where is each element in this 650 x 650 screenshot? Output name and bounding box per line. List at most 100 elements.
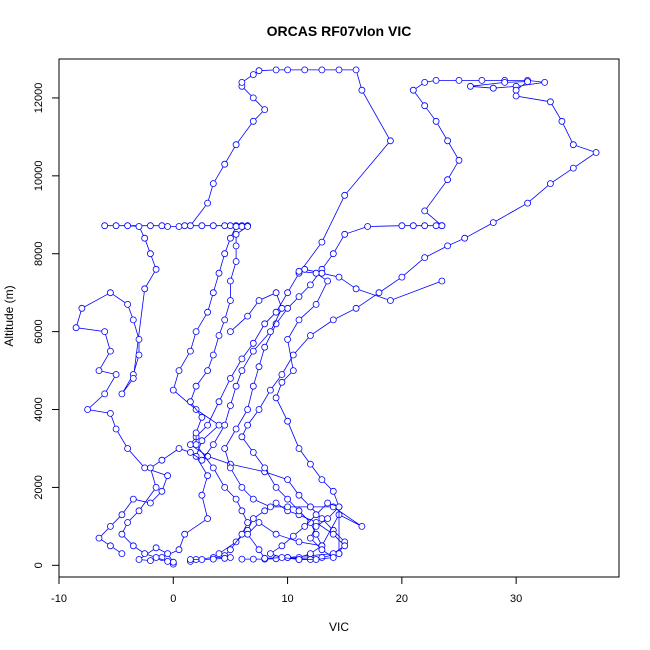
data-point — [335, 503, 343, 511]
data-point — [124, 445, 131, 452]
data-point — [129, 542, 137, 550]
data-point — [295, 316, 303, 324]
data-point — [198, 437, 206, 445]
data-point — [301, 66, 309, 74]
data-point — [301, 265, 309, 273]
data-point — [221, 160, 229, 168]
data-point — [335, 550, 343, 557]
data-point — [501, 79, 509, 86]
data-point — [261, 464, 269, 472]
data-point — [95, 367, 103, 375]
data-point — [95, 534, 103, 542]
data-point — [306, 281, 314, 289]
data-point — [295, 267, 303, 275]
data-point — [261, 507, 269, 515]
data-series — [135, 66, 394, 568]
data-point — [198, 222, 206, 230]
data-point — [129, 495, 137, 503]
data-point — [141, 234, 149, 242]
data-point — [421, 254, 429, 262]
data-point — [432, 222, 440, 230]
data-point — [324, 515, 332, 522]
data-point — [175, 223, 183, 230]
data-point — [175, 367, 183, 375]
data-point — [186, 556, 194, 563]
data-point — [192, 328, 200, 336]
data-point — [118, 390, 126, 398]
data-point — [306, 534, 314, 542]
data-point — [209, 441, 217, 449]
data-point — [306, 550, 314, 557]
data-point — [141, 550, 149, 557]
data-point — [129, 374, 137, 382]
data-point — [358, 86, 366, 94]
data-point — [547, 98, 554, 106]
data-point — [249, 71, 257, 78]
data-point — [198, 491, 206, 499]
data-point — [238, 433, 246, 441]
data-point — [238, 367, 246, 375]
data-point — [255, 297, 263, 304]
data-point — [398, 273, 406, 281]
data-point — [198, 556, 206, 563]
data-point — [232, 382, 240, 390]
data-point — [129, 316, 137, 324]
data-point — [318, 269, 326, 277]
data-point — [289, 532, 297, 540]
data-point — [306, 460, 314, 468]
data-point — [244, 530, 252, 538]
data-point — [164, 472, 172, 480]
data-point — [209, 351, 217, 359]
data-point — [226, 328, 234, 336]
y-tick-label: 10000 — [33, 161, 45, 192]
data-point — [118, 530, 126, 538]
x-axis: -10 0 10 20 30 — [51, 576, 522, 605]
data-point — [278, 304, 286, 312]
x-tick-label: 20 — [396, 593, 408, 605]
data-point — [164, 223, 172, 230]
data-point — [295, 491, 303, 499]
data-point — [272, 66, 280, 74]
data-point — [107, 409, 114, 417]
data-point — [226, 464, 234, 472]
data-point — [386, 137, 394, 145]
series-line — [241, 80, 597, 560]
data-point — [444, 176, 452, 184]
data-point — [169, 386, 177, 394]
data-point — [278, 554, 286, 561]
data-point — [306, 519, 314, 526]
data-point — [284, 304, 292, 312]
data-point — [249, 495, 257, 503]
data-point — [221, 554, 229, 562]
x-tick-label: -10 — [51, 593, 67, 605]
data-point — [249, 94, 257, 102]
data-point — [186, 448, 194, 456]
data-point — [152, 544, 160, 552]
data-point — [312, 300, 320, 308]
data-point — [489, 219, 497, 227]
data-point — [329, 316, 337, 324]
data-point — [226, 222, 234, 230]
data-point — [226, 234, 234, 242]
data-point — [569, 164, 577, 172]
y-tick-label: 12000 — [33, 83, 45, 114]
data-point — [181, 530, 189, 538]
data-point — [204, 199, 212, 207]
data-point — [295, 507, 303, 515]
data-point — [238, 355, 246, 363]
series-layer — [72, 66, 600, 568]
data-point — [272, 289, 280, 297]
data-point — [592, 149, 600, 156]
data-point — [215, 550, 223, 557]
data-point — [244, 519, 252, 526]
data-point — [244, 406, 252, 413]
data-point — [266, 550, 274, 557]
data-point — [335, 273, 343, 281]
x-tick-label: 0 — [170, 593, 176, 605]
data-point — [232, 242, 240, 250]
data-point — [238, 79, 246, 86]
data-point — [107, 542, 114, 550]
data-point — [124, 222, 131, 230]
data-point — [284, 335, 292, 343]
